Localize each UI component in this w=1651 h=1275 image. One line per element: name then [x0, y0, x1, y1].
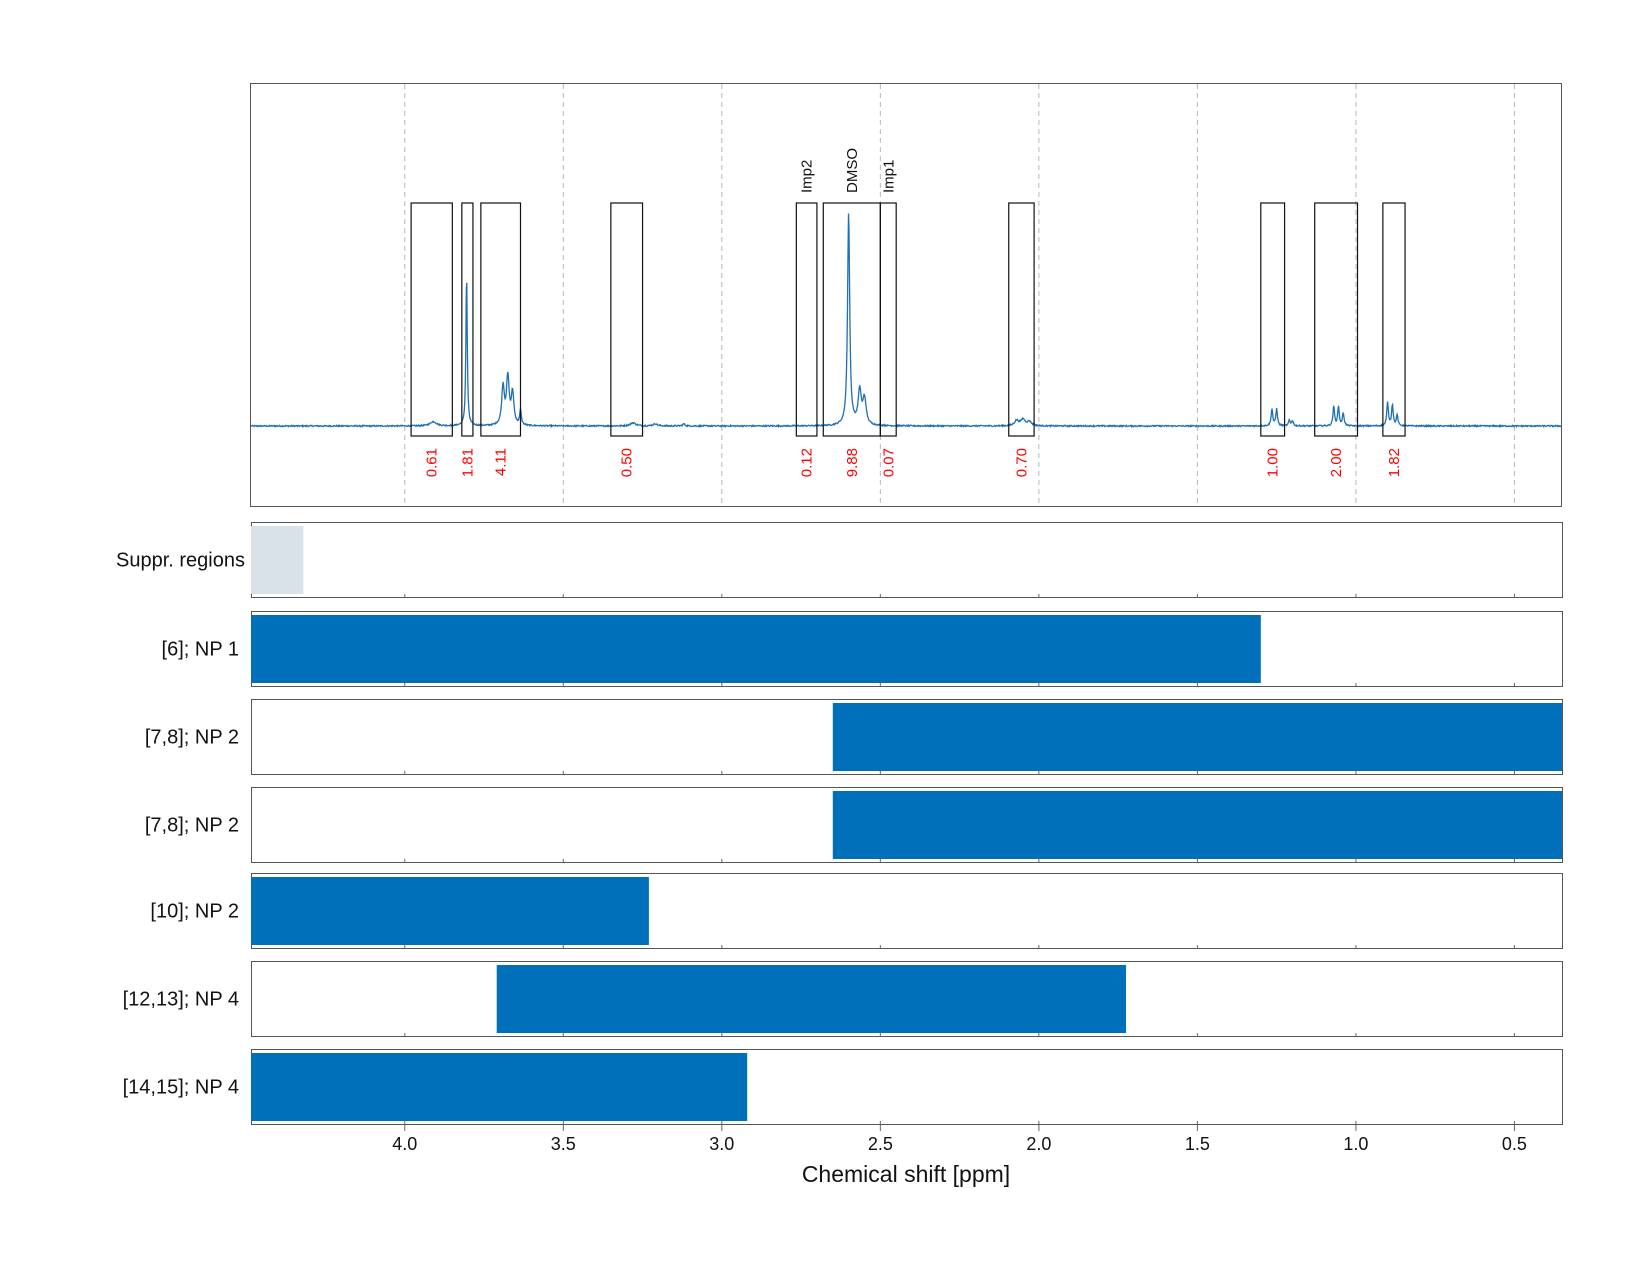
region-name-label: Imp2 [799, 160, 816, 193]
integration-value-label: 1.00 [1265, 448, 1282, 477]
x-tick-label: 3.0 [709, 1134, 734, 1154]
range-row-label: [7,8]; NP 2 [145, 727, 239, 749]
range-row-label: [10]; NP 2 [150, 901, 239, 923]
range-bar [251, 615, 1261, 683]
integration-box [410, 202, 453, 437]
range-bar [832, 703, 1562, 771]
suppressed-region-bar [251, 526, 304, 594]
range-row-label: [6]; NP 1 [162, 639, 239, 661]
range-bar [251, 1053, 748, 1121]
integration-value-label: 0.61 [424, 448, 441, 477]
x-tick-label: 4.0 [392, 1134, 417, 1154]
spectrum-line [250, 213, 1563, 429]
integration-value-label: 1.82 [1386, 448, 1403, 477]
range-rows: Suppr. regions [6]; NP 1 [7,8]; NP 2 [7,8];… [116, 522, 1563, 1125]
spectrum-panel: 0.61 1.81 4.11 0.50 0.12 Imp2 9.88 DMSO 0.07 Imp1… [250, 83, 1563, 507]
x-tick-label: 3.5 [551, 1134, 576, 1154]
range-row: [7,8]; NP 2 [145, 787, 1563, 863]
range-row: [7,8]; NP 2 [145, 699, 1563, 775]
integration-box [879, 202, 897, 437]
range-bar [832, 791, 1562, 859]
region-name-label: Imp1 [880, 160, 897, 193]
range-row-frame [251, 787, 1563, 863]
integration-value-label: 0.07 [880, 448, 897, 477]
range-row-label: [14,15]; NP 4 [123, 1077, 239, 1099]
range-bar [251, 877, 649, 945]
integration-value-label: 0.50 [619, 448, 636, 477]
integration-box [480, 202, 522, 437]
range-row-label: [7,8]; NP 2 [145, 815, 239, 837]
integration-value-label: 4.11 [493, 448, 510, 476]
range-row: [10]; NP 2 [150, 873, 1563, 949]
integration-box [1382, 202, 1406, 437]
x-tick-label: 2.0 [1026, 1134, 1051, 1154]
x-tick-label: 1.5 [1185, 1134, 1210, 1154]
integration-box [1314, 202, 1359, 437]
range-row-frame [251, 961, 1563, 1037]
x-tick-label: 1.0 [1343, 1134, 1368, 1154]
range-row: [14,15]; NP 4 [123, 1049, 1563, 1125]
x-axis-label: Chemical shift [ppm] [802, 1161, 1010, 1187]
region-name-label: DMSO [844, 148, 861, 193]
x-tick-label: 2.5 [868, 1134, 893, 1154]
range-row: [12,13]; NP 4 [123, 961, 1563, 1037]
range-row-frame [251, 522, 1563, 598]
range-row: [6]; NP 1 [162, 611, 1563, 687]
integration-regions: 0.61 1.81 4.11 0.50 0.12 Imp2 9.88 DMSO 0.07 Imp1… [410, 148, 1406, 477]
integration-box [461, 202, 474, 437]
range-row: Suppr. regions [116, 522, 1563, 598]
integration-value-label: 1.81 [459, 448, 476, 477]
integration-box [1008, 202, 1035, 437]
spectrum-frame [250, 83, 1562, 507]
range-row-label: Suppr. regions [116, 550, 245, 572]
spectrum-grid [404, 84, 1515, 506]
x-tick-label: 0.5 [1502, 1134, 1527, 1154]
integration-box [610, 202, 644, 437]
integration-box [1260, 202, 1286, 437]
x-axis: 4.0 3.5 3.0 2.5 2.0 1.5 1.0 0.5 [392, 1125, 1527, 1154]
integration-value-label: 9.88 [844, 448, 861, 477]
integration-value-label: 2.00 [1328, 448, 1345, 477]
integration-value-label: 0.70 [1013, 448, 1030, 477]
range-row-label: [12,13]; NP 4 [123, 989, 239, 1011]
integration-value-label: 0.12 [799, 448, 816, 477]
integration-box [795, 202, 818, 437]
range-bar [496, 965, 1127, 1033]
range-row-frame [251, 699, 1563, 775]
